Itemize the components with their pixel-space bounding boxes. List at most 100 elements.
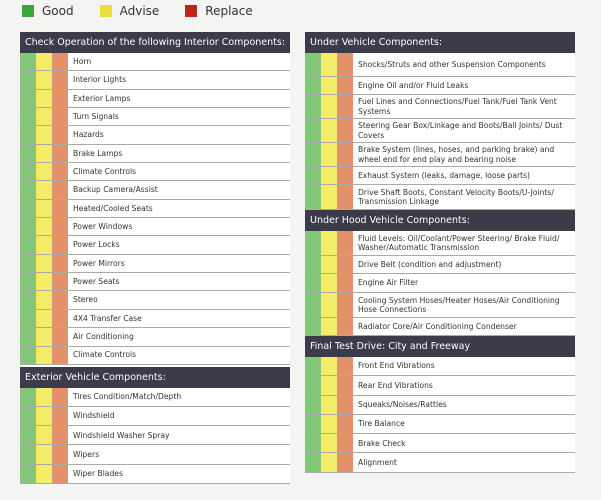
good-checkbox-cell[interactable] bbox=[20, 181, 36, 199]
good-checkbox-cell[interactable] bbox=[305, 119, 321, 142]
good-checkbox-cell[interactable] bbox=[305, 53, 321, 76]
advise-checkbox-cell[interactable] bbox=[321, 119, 337, 142]
replace-checkbox-cell[interactable] bbox=[337, 77, 353, 94]
advise-checkbox-cell[interactable] bbox=[36, 273, 52, 291]
good-checkbox-cell[interactable] bbox=[305, 143, 321, 166]
good-checkbox-cell[interactable] bbox=[20, 53, 36, 71]
replace-checkbox-cell[interactable] bbox=[52, 254, 68, 273]
advise-checkbox-cell[interactable] bbox=[321, 293, 337, 317]
good-checkbox-cell[interactable] bbox=[20, 387, 36, 407]
advise-checkbox-cell[interactable] bbox=[36, 328, 52, 346]
good-checkbox-cell[interactable] bbox=[305, 256, 321, 273]
replace-checkbox-cell[interactable] bbox=[337, 414, 353, 434]
good-checkbox-cell[interactable] bbox=[20, 445, 36, 464]
advise-checkbox-cell[interactable] bbox=[321, 318, 337, 335]
advise-checkbox-cell[interactable] bbox=[36, 218, 52, 236]
replace-checkbox-cell[interactable] bbox=[52, 89, 68, 108]
replace-checkbox-cell[interactable] bbox=[337, 395, 353, 414]
advise-checkbox-cell[interactable] bbox=[321, 357, 337, 376]
good-checkbox-cell[interactable] bbox=[305, 376, 321, 395]
advise-checkbox-cell[interactable] bbox=[321, 167, 337, 184]
advise-checkbox-cell[interactable] bbox=[36, 236, 52, 254]
good-checkbox-cell[interactable] bbox=[20, 218, 36, 236]
good-checkbox-cell[interactable] bbox=[20, 144, 36, 163]
good-checkbox-cell[interactable] bbox=[305, 434, 321, 453]
replace-checkbox-cell[interactable] bbox=[337, 376, 353, 395]
advise-checkbox-cell[interactable] bbox=[36, 181, 52, 199]
replace-checkbox-cell[interactable] bbox=[337, 256, 353, 273]
replace-checkbox-cell[interactable] bbox=[52, 328, 68, 346]
replace-checkbox-cell[interactable] bbox=[52, 144, 68, 163]
advise-checkbox-cell[interactable] bbox=[36, 71, 52, 89]
replace-checkbox-cell[interactable] bbox=[52, 181, 68, 199]
good-checkbox-cell[interactable] bbox=[20, 426, 36, 445]
good-checkbox-cell[interactable] bbox=[20, 254, 36, 273]
advise-checkbox-cell[interactable] bbox=[36, 346, 52, 364]
replace-checkbox-cell[interactable] bbox=[52, 53, 68, 71]
good-checkbox-cell[interactable] bbox=[305, 357, 321, 376]
replace-checkbox-cell[interactable] bbox=[337, 357, 353, 376]
good-checkbox-cell[interactable] bbox=[20, 199, 36, 218]
good-checkbox-cell[interactable] bbox=[20, 328, 36, 346]
replace-checkbox-cell[interactable] bbox=[337, 274, 353, 292]
good-checkbox-cell[interactable] bbox=[20, 407, 36, 426]
good-checkbox-cell[interactable] bbox=[20, 346, 36, 364]
good-checkbox-cell[interactable] bbox=[20, 126, 36, 144]
advise-checkbox-cell[interactable] bbox=[36, 126, 52, 144]
replace-checkbox-cell[interactable] bbox=[337, 231, 353, 255]
advise-checkbox-cell[interactable] bbox=[36, 89, 52, 108]
advise-checkbox-cell[interactable] bbox=[321, 414, 337, 434]
advise-checkbox-cell[interactable] bbox=[321, 256, 337, 273]
good-checkbox-cell[interactable] bbox=[305, 77, 321, 94]
good-checkbox-cell[interactable] bbox=[305, 318, 321, 335]
replace-checkbox-cell[interactable] bbox=[52, 426, 68, 445]
good-checkbox-cell[interactable] bbox=[20, 309, 36, 328]
replace-checkbox-cell[interactable] bbox=[337, 185, 353, 209]
good-checkbox-cell[interactable] bbox=[305, 395, 321, 414]
good-checkbox-cell[interactable] bbox=[305, 167, 321, 184]
advise-checkbox-cell[interactable] bbox=[36, 464, 52, 483]
replace-checkbox-cell[interactable] bbox=[337, 453, 353, 472]
good-checkbox-cell[interactable] bbox=[20, 236, 36, 254]
good-checkbox-cell[interactable] bbox=[305, 414, 321, 434]
advise-checkbox-cell[interactable] bbox=[321, 95, 337, 118]
replace-checkbox-cell[interactable] bbox=[52, 199, 68, 218]
replace-checkbox-cell[interactable] bbox=[52, 218, 68, 236]
replace-checkbox-cell[interactable] bbox=[337, 53, 353, 76]
replace-checkbox-cell[interactable] bbox=[52, 464, 68, 483]
advise-checkbox-cell[interactable] bbox=[36, 144, 52, 163]
good-checkbox-cell[interactable] bbox=[20, 89, 36, 108]
good-checkbox-cell[interactable] bbox=[20, 291, 36, 309]
replace-checkbox-cell[interactable] bbox=[52, 236, 68, 254]
replace-checkbox-cell[interactable] bbox=[52, 309, 68, 328]
replace-checkbox-cell[interactable] bbox=[52, 163, 68, 181]
replace-checkbox-cell[interactable] bbox=[337, 318, 353, 335]
good-checkbox-cell[interactable] bbox=[20, 273, 36, 291]
replace-checkbox-cell[interactable] bbox=[52, 126, 68, 144]
replace-checkbox-cell[interactable] bbox=[337, 95, 353, 118]
good-checkbox-cell[interactable] bbox=[305, 231, 321, 255]
advise-checkbox-cell[interactable] bbox=[36, 254, 52, 273]
good-checkbox-cell[interactable] bbox=[305, 185, 321, 209]
replace-checkbox-cell[interactable] bbox=[337, 167, 353, 184]
advise-checkbox-cell[interactable] bbox=[36, 53, 52, 71]
advise-checkbox-cell[interactable] bbox=[36, 407, 52, 426]
replace-checkbox-cell[interactable] bbox=[337, 434, 353, 453]
good-checkbox-cell[interactable] bbox=[20, 464, 36, 483]
replace-checkbox-cell[interactable] bbox=[52, 407, 68, 426]
replace-checkbox-cell[interactable] bbox=[337, 143, 353, 166]
replace-checkbox-cell[interactable] bbox=[52, 273, 68, 291]
advise-checkbox-cell[interactable] bbox=[36, 309, 52, 328]
advise-checkbox-cell[interactable] bbox=[36, 445, 52, 464]
advise-checkbox-cell[interactable] bbox=[321, 231, 337, 255]
good-checkbox-cell[interactable] bbox=[20, 108, 36, 126]
advise-checkbox-cell[interactable] bbox=[321, 395, 337, 414]
good-checkbox-cell[interactable] bbox=[305, 274, 321, 292]
replace-checkbox-cell[interactable] bbox=[337, 119, 353, 142]
replace-checkbox-cell[interactable] bbox=[52, 108, 68, 126]
good-checkbox-cell[interactable] bbox=[20, 163, 36, 181]
good-checkbox-cell[interactable] bbox=[305, 95, 321, 118]
advise-checkbox-cell[interactable] bbox=[321, 143, 337, 166]
advise-checkbox-cell[interactable] bbox=[36, 199, 52, 218]
advise-checkbox-cell[interactable] bbox=[36, 163, 52, 181]
